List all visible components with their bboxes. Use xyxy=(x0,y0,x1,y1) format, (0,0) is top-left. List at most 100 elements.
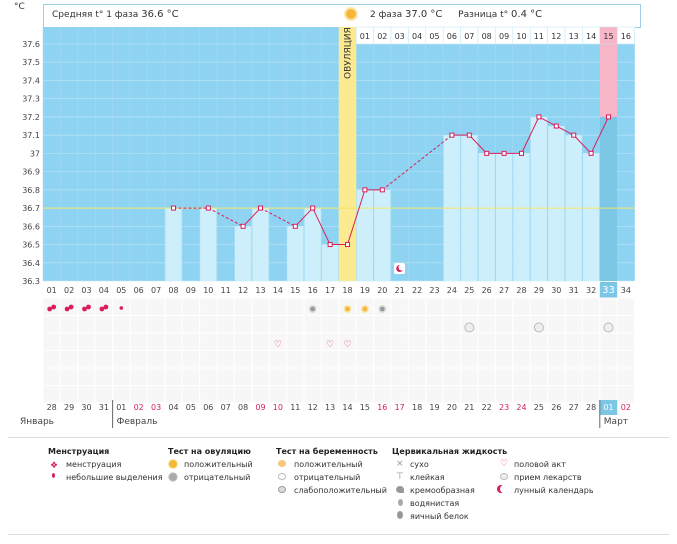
legend-menstruation-title: Менструация xyxy=(48,447,110,456)
calendar-date-label: 08 xyxy=(238,403,248,412)
event-cell xyxy=(512,332,531,351)
calendar-date-label: 17 xyxy=(395,403,405,412)
legend-pregnancy-test-title: Тест на беременность xyxy=(276,447,378,456)
dpo-cell xyxy=(616,26,635,45)
temperature-point xyxy=(258,205,263,211)
cycle-day-label: 02 xyxy=(64,286,74,295)
event-cell xyxy=(129,297,148,316)
cycle-day-label: 27 xyxy=(499,286,509,295)
event-cell xyxy=(129,385,148,404)
temperature-point xyxy=(345,242,350,248)
temperature-point xyxy=(449,132,455,138)
dpo-label: 11 xyxy=(534,32,544,41)
cycle-day-label: 24 xyxy=(447,286,457,295)
cycle-day-label: 07 xyxy=(151,286,161,295)
cycle-day-label: 21 xyxy=(395,286,405,295)
event-cell xyxy=(164,297,183,316)
event-cell xyxy=(233,332,253,351)
drop-icon: ❖ xyxy=(50,461,59,471)
calendar-date-label: 27 xyxy=(569,403,579,412)
legend-light-discharge: небольшие выделения xyxy=(66,473,163,482)
event-cell xyxy=(251,297,270,316)
event-cell xyxy=(616,332,636,351)
event-cell xyxy=(529,350,549,369)
sticky-icon: ⊤ xyxy=(396,472,404,482)
event-cell xyxy=(442,297,462,316)
event-cell xyxy=(77,385,96,404)
event-cell xyxy=(216,350,235,369)
event-cell xyxy=(129,367,148,386)
calendar-date-label: 19 xyxy=(429,403,439,412)
y-tick-label: 37.3 xyxy=(22,95,40,104)
cycle-day-label: 23 xyxy=(429,286,439,295)
calendar-date-label: 31 xyxy=(99,403,109,412)
cycle-day-label: 06 xyxy=(134,286,144,295)
event-cell xyxy=(390,315,409,334)
event-cell xyxy=(512,385,531,404)
temperature-bar xyxy=(513,153,530,281)
calendar-date-label: 06 xyxy=(203,403,213,412)
temperature-point xyxy=(536,114,542,120)
event-cell xyxy=(268,367,288,386)
event-cell xyxy=(181,385,201,404)
event-cell xyxy=(112,367,131,386)
cycle-day-label: 13 xyxy=(255,286,265,295)
cycle-day-label: 09 xyxy=(186,286,196,295)
temperature-bar xyxy=(356,189,374,281)
egg-white-icon xyxy=(397,511,403,519)
event-cell xyxy=(77,332,96,351)
legend-watery: водянистая xyxy=(410,499,460,508)
y-tick-label: 36.7 xyxy=(22,204,40,213)
legend-intercourse: половой акт xyxy=(514,460,566,469)
event-cell xyxy=(77,350,96,369)
event-cell xyxy=(373,367,392,386)
moon-mask xyxy=(398,264,405,271)
event-cell xyxy=(164,367,183,386)
event-cell xyxy=(77,315,96,334)
event-cell xyxy=(581,332,601,351)
event-cell xyxy=(320,385,340,404)
moon-icon xyxy=(500,485,508,493)
temperature-bar xyxy=(530,116,548,281)
calendar-date-label: 02 xyxy=(621,403,631,412)
temperature-line xyxy=(521,116,540,154)
intercourse-marker: ♡ xyxy=(274,340,282,350)
cycle-day-label: 26 xyxy=(482,286,492,295)
cycle-day-label: 05 xyxy=(116,286,126,295)
event-cell xyxy=(303,367,322,386)
dpo-label: 13 xyxy=(569,32,579,41)
event-cell xyxy=(512,315,531,334)
event-cell xyxy=(338,385,357,404)
event-cell xyxy=(477,332,496,351)
pregnancy-positive-icon xyxy=(278,460,286,467)
event-cell xyxy=(199,385,218,404)
temperature-bar xyxy=(548,126,565,282)
temperature-bar xyxy=(252,208,269,281)
event-cell xyxy=(164,350,183,369)
event-cell xyxy=(442,350,462,369)
event-cell xyxy=(94,350,114,369)
calendar-date-label: 01 xyxy=(116,403,126,412)
event-cell xyxy=(303,385,322,404)
event-cell xyxy=(320,297,340,316)
event-cell xyxy=(59,315,79,334)
event-cell xyxy=(564,350,583,369)
calendar-date-label: 01 xyxy=(603,403,613,412)
dpo-label: 04 xyxy=(412,32,422,41)
event-cell xyxy=(268,350,288,369)
event-cell xyxy=(581,367,601,386)
event-cell xyxy=(146,332,166,351)
temperature-bar xyxy=(200,208,217,281)
event-cell xyxy=(564,367,583,386)
event-cell xyxy=(338,315,357,334)
watery-icon xyxy=(398,499,403,506)
event-cell xyxy=(547,350,566,369)
phase1-value: 36.6 °C xyxy=(141,9,179,20)
temperature-line xyxy=(242,207,261,227)
diff-label: Разница t° xyxy=(458,10,509,20)
event-cell xyxy=(407,297,427,316)
calendar-date-label: 11 xyxy=(290,403,300,412)
event-cell xyxy=(233,297,253,316)
event-cell xyxy=(59,367,79,386)
event-cell xyxy=(494,367,514,386)
